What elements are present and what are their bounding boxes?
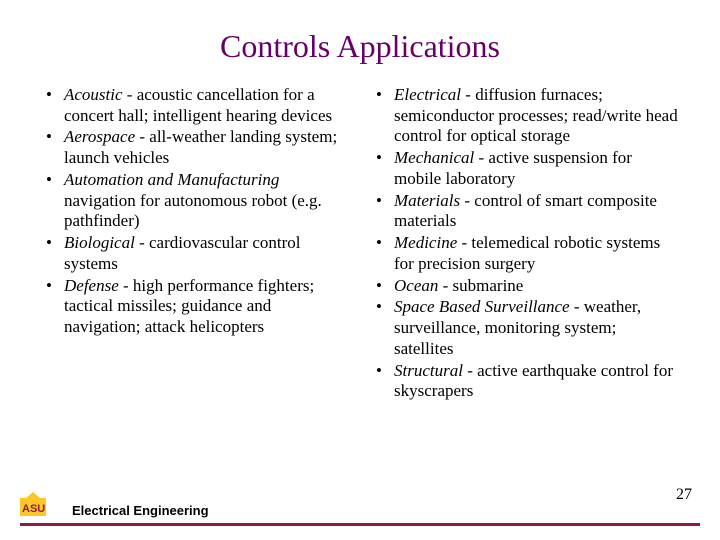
bullet-term: Medicine	[394, 233, 457, 252]
bullet-term: Aerospace	[64, 127, 135, 146]
bullet-term: Ocean	[394, 276, 438, 295]
bullet-term: Electrical	[394, 85, 461, 104]
asu-logo-icon: ASU	[20, 492, 62, 520]
footer-divider	[20, 523, 700, 526]
content-columns: Acoustic - acoustic cancellation for a c…	[40, 85, 680, 403]
bullet-item: Electrical - diffusion furnaces; semicon…	[370, 85, 680, 147]
bullet-item: Biological - cardiovascular control syst…	[40, 233, 350, 274]
bullet-item: Mechanical - active suspension for mobil…	[370, 148, 680, 189]
bullet-term: Structural	[394, 361, 463, 380]
bullet-term: Space Based Surveillance	[394, 297, 570, 316]
bullet-item: Structural - active earthquake control f…	[370, 361, 680, 402]
bullet-item: Materials - control of smart composite m…	[370, 191, 680, 232]
bullet-item: Space Based Surveillance - weather, surv…	[370, 297, 680, 359]
bullet-item: Medicine - telemedical robotic systems f…	[370, 233, 680, 274]
right-bullet-list: Electrical - diffusion furnaces; semicon…	[370, 85, 680, 402]
bullet-item: Ocean - submarine	[370, 276, 680, 297]
footer: ASU Electrical Engineering	[0, 490, 720, 526]
bullet-term: Acoustic	[64, 85, 123, 104]
svg-text:ASU: ASU	[22, 503, 45, 515]
bullet-item: Defense - high performance fighters; tac…	[40, 276, 350, 338]
slide-title: Controls Applications	[40, 28, 680, 65]
bullet-term: Mechanical	[394, 148, 474, 167]
bullet-body: - submarine	[438, 276, 523, 295]
left-column: Acoustic - acoustic cancellation for a c…	[40, 85, 350, 403]
bullet-term: Automation and Manufacturing	[64, 170, 279, 189]
footer-department: Electrical Engineering	[72, 503, 209, 518]
bullet-term: Defense	[64, 276, 119, 295]
bullet-item: Automation and Manufacturing navigation …	[40, 170, 350, 232]
right-column: Electrical - diffusion furnaces; semicon…	[370, 85, 680, 403]
bullet-term: Materials	[394, 191, 460, 210]
slide: Controls Applications Acoustic - acousti…	[0, 0, 720, 540]
left-bullet-list: Acoustic - acoustic cancellation for a c…	[40, 85, 350, 338]
bullet-body: navigation for autonomous robot (e.g. pa…	[64, 191, 322, 231]
bullet-item: Aerospace - all-weather landing system; …	[40, 127, 350, 168]
bullet-term: Biological	[64, 233, 135, 252]
bullet-item: Acoustic - acoustic cancellation for a c…	[40, 85, 350, 126]
